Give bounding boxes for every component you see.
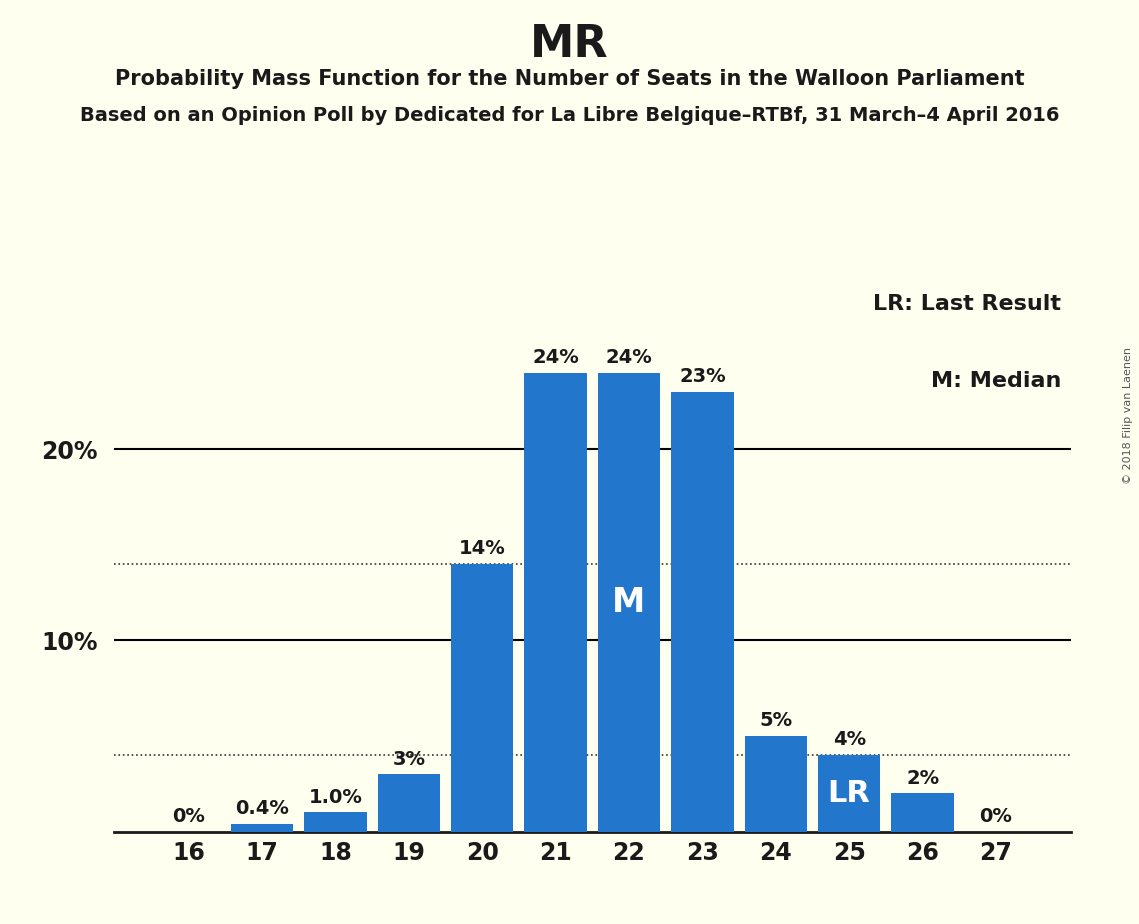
- Text: 0%: 0%: [980, 807, 1013, 826]
- Text: © 2018 Filip van Laenen: © 2018 Filip van Laenen: [1123, 347, 1133, 484]
- Text: M: M: [613, 586, 646, 619]
- Bar: [818, 755, 880, 832]
- Bar: [304, 812, 367, 832]
- Text: 4%: 4%: [833, 730, 866, 749]
- Bar: [231, 824, 293, 832]
- Text: 0%: 0%: [172, 807, 205, 826]
- Text: Based on an Opinion Poll by Dedicated for La Libre Belgique–RTBf, 31 March–4 Apr: Based on an Opinion Poll by Dedicated fo…: [80, 106, 1059, 126]
- Bar: [892, 794, 953, 832]
- Bar: [745, 736, 806, 832]
- Text: 2%: 2%: [906, 769, 940, 787]
- Bar: [598, 372, 661, 832]
- Text: M: Median: M: Median: [931, 371, 1062, 392]
- Text: 1.0%: 1.0%: [309, 788, 362, 807]
- Text: MR: MR: [530, 23, 609, 67]
- Text: LR: LR: [828, 779, 870, 808]
- Text: 24%: 24%: [532, 348, 579, 367]
- Text: 23%: 23%: [679, 367, 726, 386]
- Text: LR: Last Result: LR: Last Result: [874, 294, 1062, 314]
- Text: 5%: 5%: [760, 711, 793, 730]
- Text: 24%: 24%: [606, 348, 653, 367]
- Bar: [524, 372, 587, 832]
- Bar: [378, 774, 440, 832]
- Text: 14%: 14%: [459, 540, 506, 558]
- Bar: [451, 564, 514, 832]
- Bar: [671, 392, 734, 832]
- Text: Probability Mass Function for the Number of Seats in the Walloon Parliament: Probability Mass Function for the Number…: [115, 69, 1024, 90]
- Text: 0.4%: 0.4%: [235, 799, 289, 819]
- Text: 3%: 3%: [392, 749, 425, 769]
